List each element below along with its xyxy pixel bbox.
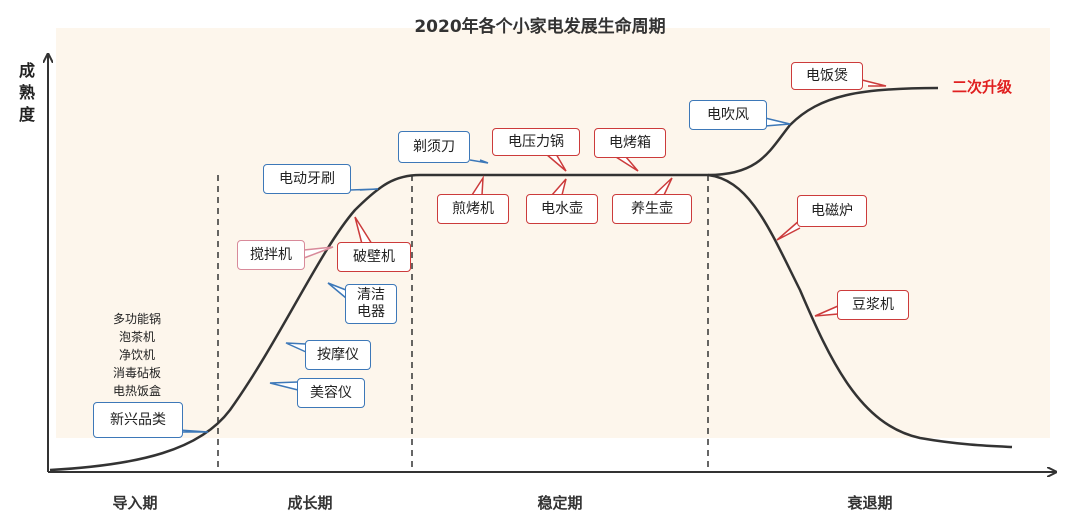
- chart-title: 2020年各个小家电发展生命周期: [414, 17, 666, 37]
- callout-hair-dryer: 电吹风: [689, 100, 767, 130]
- callout-cleaning-appliance: 清洁 电器: [345, 284, 397, 324]
- growth-curve: [49, 173, 708, 472]
- emerging-item: 电热饭盒: [112, 384, 161, 398]
- callout-electric-oven: 电烤箱: [594, 128, 666, 158]
- callout-tail-6: [354, 216, 373, 245]
- callout-tail-11: [471, 175, 484, 196]
- callout-soymilk-maker: 豆浆机: [837, 290, 909, 320]
- stage-label-growth: 成长期: [287, 494, 333, 512]
- callout-induction-cooker: 电磁炉: [797, 195, 867, 227]
- callout-tail-17: [814, 305, 839, 317]
- callout-electric-toothbrush: 电动牙刷: [263, 164, 351, 194]
- callout-tail-9: [545, 153, 567, 172]
- callout-tail-2: [269, 381, 299, 391]
- callout-high-speed-blender: 破壁机: [337, 242, 411, 272]
- callout-tail-12: [551, 178, 567, 196]
- emerging-item: 泡茶机: [118, 330, 155, 344]
- emerging-category-list: 多功能锅 泡茶机 净饮机 消毒砧板 电热饭盒: [92, 310, 182, 400]
- callout-tail-3: [285, 342, 307, 353]
- callout-tail-16: [776, 219, 801, 241]
- callout-tail-14: [764, 117, 791, 127]
- callout-rice-cooker: 电饭煲: [791, 62, 863, 90]
- stage-label-intro: 导入期: [112, 494, 158, 512]
- stage-label-decline: 衰退期: [847, 494, 893, 512]
- decline-curve: [707, 173, 1013, 449]
- emerging-item: 消毒砧板: [112, 366, 161, 380]
- callout-tail-8: [469, 159, 489, 164]
- callout-emerging-category: 新兴品类: [93, 402, 183, 438]
- callout-beauty-device: 美容仪: [297, 378, 365, 408]
- callout-electric-kettle: 电水壶: [526, 194, 598, 224]
- callout-tail-7: [349, 188, 379, 191]
- upgrade-label: 二次升级: [952, 78, 1013, 96]
- callout-pressure-cooker: 电压力锅: [492, 128, 580, 156]
- callout-tail-10: [615, 156, 639, 172]
- emerging-item: 多功能锅: [112, 312, 161, 326]
- callout-tail-13: [653, 177, 673, 196]
- callout-grill-pan: 煎烤机: [437, 194, 509, 224]
- callout-blender: 搅拌机: [237, 240, 305, 270]
- callout-tail-15: [861, 79, 887, 87]
- upgrade-curve: [707, 86, 939, 177]
- chart-background: [56, 28, 1050, 438]
- callout-health-pot: 养生壶: [612, 194, 692, 224]
- y-axis-label: 成熟度: [18, 61, 35, 124]
- callout-tail-5: [303, 246, 334, 259]
- callout-massager: 按摩仪: [305, 340, 371, 370]
- callout-shaver: 剃须刀: [398, 131, 470, 163]
- emerging-item: 净饮机: [118, 348, 155, 362]
- callout-tail-4: [327, 282, 347, 299]
- stage-label-stable: 稳定期: [537, 494, 583, 512]
